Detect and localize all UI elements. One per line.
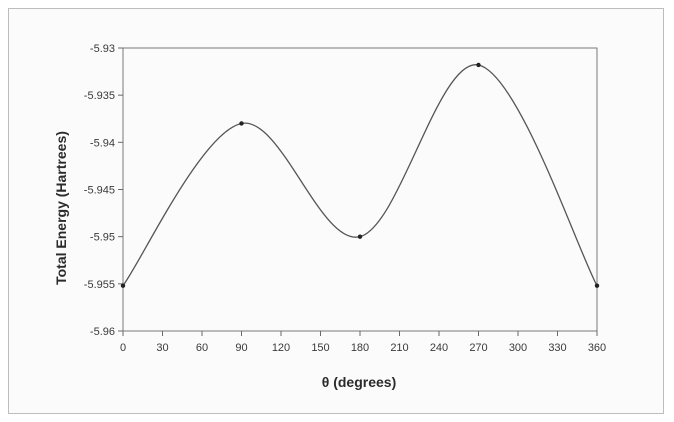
data-point — [594, 283, 600, 288]
x-axis-title: θ (degrees) — [322, 374, 396, 390]
data-point — [120, 283, 126, 288]
y-tick-label: -5.95 — [90, 232, 115, 244]
data-point — [239, 121, 244, 126]
x-tick-label: 240 — [430, 342, 448, 354]
series-layer — [120, 62, 600, 288]
x-tick-label: 210 — [390, 342, 408, 354]
data-point — [476, 62, 481, 68]
x-tick-label: 180 — [351, 342, 369, 354]
x-tick-label: 120 — [272, 342, 290, 354]
x-tick-label: 300 — [509, 342, 527, 354]
y-tick-label: -5.96 — [90, 326, 115, 338]
tick-labels: -5.93 -5.935 -5.94 -5.945 -5.95 -5.955 -5.96 0 3… — [84, 43, 606, 354]
y-tick-label: -5.93 — [90, 43, 115, 55]
data-point — [357, 234, 363, 239]
x-tick-label: 360 — [588, 342, 606, 354]
x-tick-label: 30 — [156, 342, 168, 354]
y-tick-label: -5.94 — [90, 137, 115, 149]
series-line — [122, 64, 598, 287]
chart-frame — [8, 8, 664, 414]
axes — [118, 47, 598, 336]
x-tick-label: 270 — [469, 342, 487, 354]
y-axis-title: Total Energy (Hartrees) — [53, 131, 69, 285]
x-tick-label: 330 — [548, 342, 566, 354]
x-tick-label: 90 — [235, 342, 247, 354]
y-tick-label: -5.935 — [84, 90, 115, 102]
plot-area-border — [122, 47, 598, 332]
x-tick-label: 150 — [311, 342, 329, 354]
x-tick-label: 60 — [196, 342, 208, 354]
y-tick-label: -5.955 — [84, 279, 115, 291]
x-tick-label: 0 — [120, 342, 126, 354]
y-tick-label: -5.945 — [84, 185, 115, 197]
